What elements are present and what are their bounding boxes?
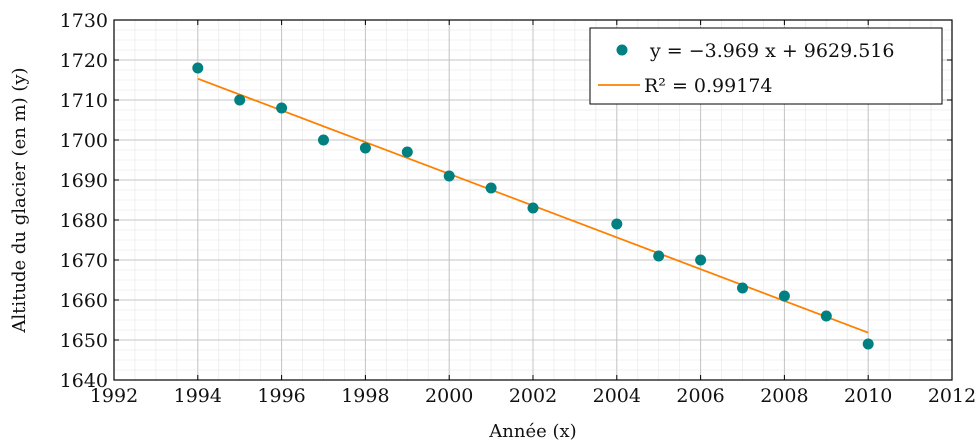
data-point	[318, 134, 329, 146]
x-tick-label: 1992	[90, 385, 138, 407]
x-tick-label: 1998	[341, 385, 389, 407]
data-point	[778, 290, 790, 302]
data-point	[862, 338, 874, 350]
data-point	[737, 282, 748, 294]
data-point	[611, 218, 623, 230]
x-tick-label: 1996	[257, 385, 305, 407]
y-tick-label: 1700	[60, 130, 108, 152]
y-tick-label: 1690	[60, 170, 108, 192]
x-tick-label: 2004	[593, 385, 641, 407]
x-tick-label: 2002	[509, 385, 557, 407]
data-point	[443, 170, 455, 182]
legend-entry-line: R² = 0.99174	[644, 75, 773, 97]
y-tick-label: 1660	[60, 290, 108, 312]
data-point	[820, 310, 832, 322]
legend: y = −3.969 x + 9629.516 R² = 0.99174	[589, 27, 943, 105]
y-tick-label: 1670	[60, 250, 108, 272]
data-point	[527, 202, 539, 214]
y-tick-label: 1730	[60, 10, 108, 32]
x-tick-label: 2006	[676, 385, 724, 407]
legend-marker-scatter	[616, 44, 628, 56]
x-tick-label: 2012	[928, 385, 976, 407]
plot-frame	[113, 19, 953, 381]
data-point	[695, 254, 707, 266]
y-axis-label: Altitude du glacier (en m) (y)	[9, 67, 30, 333]
data-point	[401, 146, 413, 158]
y-tick-label: 1680	[60, 210, 108, 232]
data-point	[192, 62, 204, 74]
y-tick-label: 1710	[60, 90, 108, 112]
y-tick-label: 1720	[60, 50, 108, 72]
legend-entry-scatter: y = −3.969 x + 9629.516	[649, 40, 894, 62]
data-points	[192, 62, 874, 350]
x-tick-label: 2000	[425, 385, 473, 407]
tick-labels: 1992 1994 1996 1998 2000 2002 2004 2006 2008 2010…	[60, 10, 977, 407]
data-point	[653, 250, 665, 262]
x-tick-label: 1994	[174, 385, 222, 407]
data-point	[234, 94, 246, 106]
data-point	[276, 102, 288, 114]
x-tick-label: 2008	[760, 385, 808, 407]
x-axis-label: Année (x)	[488, 421, 576, 442]
y-tick-label: 1650	[60, 330, 108, 352]
y-tick-label: 1640	[60, 370, 108, 392]
data-point	[485, 182, 497, 194]
legend-box	[589, 27, 943, 105]
data-point	[359, 142, 371, 154]
x-tick-label: 2010	[844, 385, 892, 407]
